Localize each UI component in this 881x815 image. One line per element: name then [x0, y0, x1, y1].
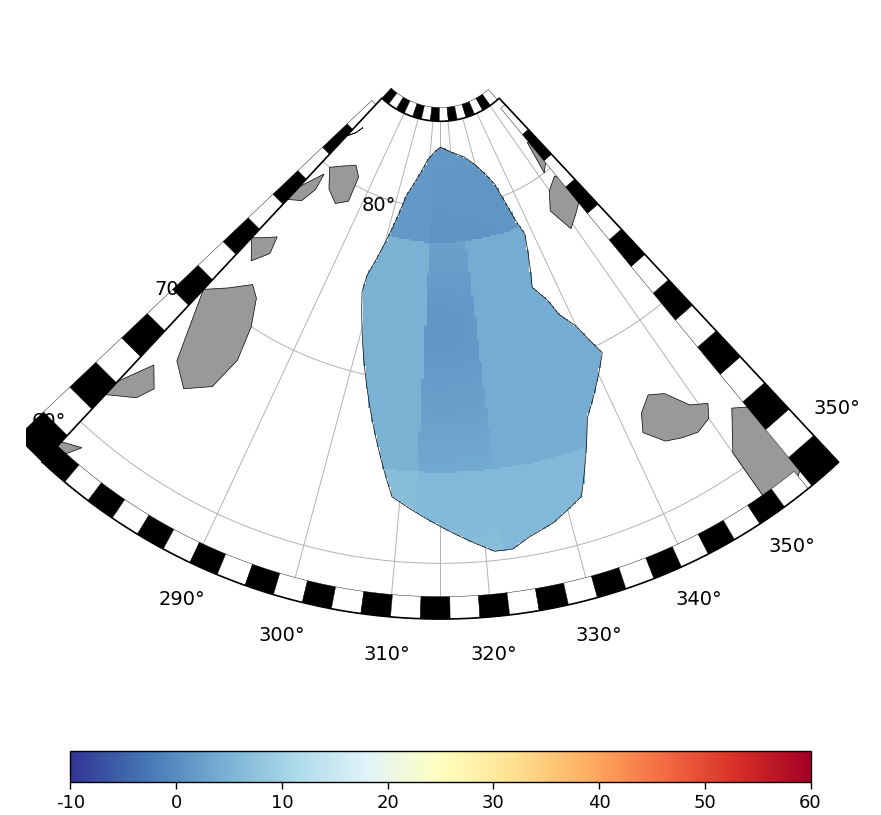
Text: 300°: 300°	[259, 627, 306, 645]
Polygon shape	[772, 471, 808, 507]
Polygon shape	[609, 229, 645, 267]
Polygon shape	[251, 237, 278, 261]
Polygon shape	[591, 567, 626, 597]
Polygon shape	[48, 442, 82, 456]
Polygon shape	[544, 154, 574, 187]
Text: 350°: 350°	[814, 399, 861, 418]
Polygon shape	[641, 394, 708, 441]
Polygon shape	[298, 148, 329, 179]
Polygon shape	[122, 314, 165, 357]
Polygon shape	[631, 254, 669, 293]
Text: 350°: 350°	[768, 536, 815, 556]
Polygon shape	[483, 90, 498, 105]
Polygon shape	[566, 179, 598, 214]
Text: 60°: 60°	[31, 412, 65, 431]
Polygon shape	[478, 593, 510, 618]
Polygon shape	[273, 170, 307, 204]
Polygon shape	[361, 592, 392, 617]
Polygon shape	[173, 266, 212, 305]
Polygon shape	[698, 520, 735, 554]
Polygon shape	[245, 564, 280, 595]
Polygon shape	[190, 542, 226, 575]
Polygon shape	[440, 108, 448, 121]
Polygon shape	[743, 383, 789, 430]
Polygon shape	[43, 387, 92, 435]
Polygon shape	[112, 500, 149, 534]
Polygon shape	[412, 104, 425, 119]
Polygon shape	[223, 218, 260, 254]
Polygon shape	[177, 284, 256, 389]
Polygon shape	[732, 406, 805, 506]
Polygon shape	[507, 588, 539, 615]
Polygon shape	[588, 204, 621, 240]
Polygon shape	[381, 88, 397, 104]
Polygon shape	[653, 280, 692, 320]
Polygon shape	[302, 580, 336, 609]
Text: 70°: 70°	[154, 280, 189, 299]
Polygon shape	[137, 515, 174, 549]
Polygon shape	[536, 583, 568, 610]
Polygon shape	[646, 547, 682, 579]
Polygon shape	[248, 194, 283, 229]
Polygon shape	[550, 176, 579, 229]
Polygon shape	[17, 412, 67, 462]
Text: 80°: 80°	[361, 196, 396, 214]
Text: 340°: 340°	[676, 590, 722, 609]
Polygon shape	[347, 100, 376, 130]
Polygon shape	[287, 174, 324, 200]
Polygon shape	[70, 363, 116, 409]
Polygon shape	[766, 409, 814, 457]
Polygon shape	[450, 596, 480, 619]
Polygon shape	[522, 130, 552, 161]
Polygon shape	[430, 107, 440, 121]
Polygon shape	[404, 101, 417, 117]
Text: 320°: 320°	[470, 645, 517, 664]
Polygon shape	[476, 95, 491, 110]
Polygon shape	[322, 124, 352, 154]
Polygon shape	[720, 357, 765, 402]
Polygon shape	[455, 104, 466, 120]
Text: 290°: 290°	[159, 590, 205, 609]
Polygon shape	[147, 289, 189, 331]
Polygon shape	[273, 573, 307, 602]
Polygon shape	[198, 241, 236, 280]
Text: 330°: 330°	[575, 627, 622, 645]
Polygon shape	[331, 587, 364, 614]
Polygon shape	[672, 534, 708, 567]
Polygon shape	[564, 576, 597, 605]
Polygon shape	[448, 106, 457, 121]
Polygon shape	[618, 557, 654, 588]
Polygon shape	[96, 337, 141, 383]
Polygon shape	[106, 365, 154, 398]
Polygon shape	[389, 93, 403, 109]
Polygon shape	[698, 331, 740, 374]
Polygon shape	[42, 446, 79, 482]
Polygon shape	[723, 505, 760, 540]
Polygon shape	[218, 554, 253, 585]
Polygon shape	[421, 106, 432, 121]
Polygon shape	[346, 128, 363, 136]
Polygon shape	[748, 489, 784, 524]
Polygon shape	[64, 465, 101, 500]
Text: 310°: 310°	[364, 645, 411, 664]
Polygon shape	[527, 143, 545, 173]
Polygon shape	[329, 165, 359, 204]
Polygon shape	[788, 435, 839, 486]
Polygon shape	[390, 595, 421, 619]
Polygon shape	[88, 482, 125, 518]
Polygon shape	[420, 597, 450, 619]
Polygon shape	[26, 88, 855, 629]
Polygon shape	[470, 99, 483, 114]
Polygon shape	[500, 104, 529, 134]
Polygon shape	[396, 97, 410, 113]
Polygon shape	[462, 102, 475, 117]
Polygon shape	[676, 305, 716, 347]
Polygon shape	[163, 529, 199, 562]
